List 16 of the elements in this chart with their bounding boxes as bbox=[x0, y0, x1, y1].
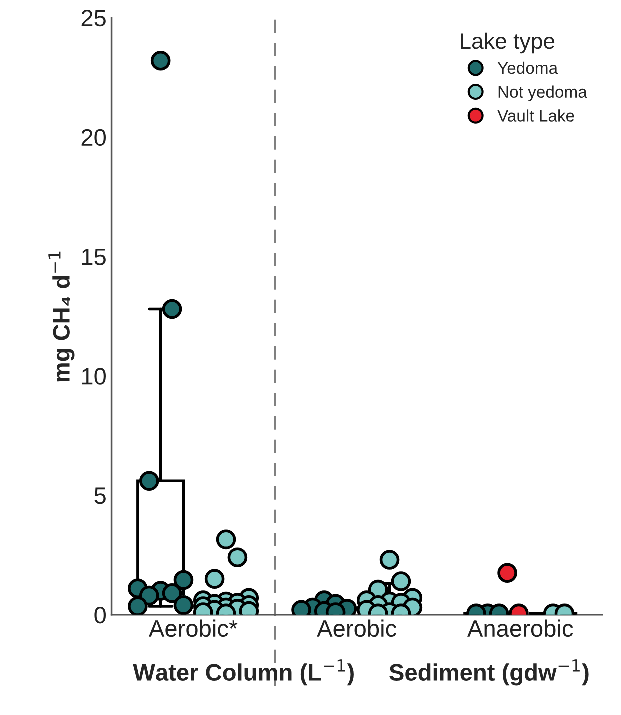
y-tick-label: 5 bbox=[94, 488, 106, 504]
x-tick-label: Anaerobic bbox=[467, 620, 574, 638]
y-tick-label: 20 bbox=[82, 129, 106, 146]
legend-title: Lake type bbox=[461, 32, 555, 54]
legend-label: Yedoma bbox=[498, 62, 558, 74]
legend-label: Not yedoma bbox=[498, 86, 588, 102]
y-axis-title: mg CH₄ d$^{−1}$ bbox=[48, 252, 75, 382]
y-tick-label: 10 bbox=[82, 368, 106, 385]
x-tick-label: Aerobic* bbox=[148, 620, 238, 638]
y-tick-label: 25 bbox=[82, 10, 106, 27]
y-tick-label: 0 bbox=[94, 606, 106, 624]
y-tick-label: 15 bbox=[82, 248, 106, 266]
legend-label: Vault Lake bbox=[498, 110, 574, 122]
x-tick-label: Aerobic bbox=[317, 620, 396, 638]
text: Sediment (gdw$^{−1}$) bbox=[390, 660, 589, 686]
text: Water Column (L$^{−1}$) bbox=[133, 660, 354, 686]
